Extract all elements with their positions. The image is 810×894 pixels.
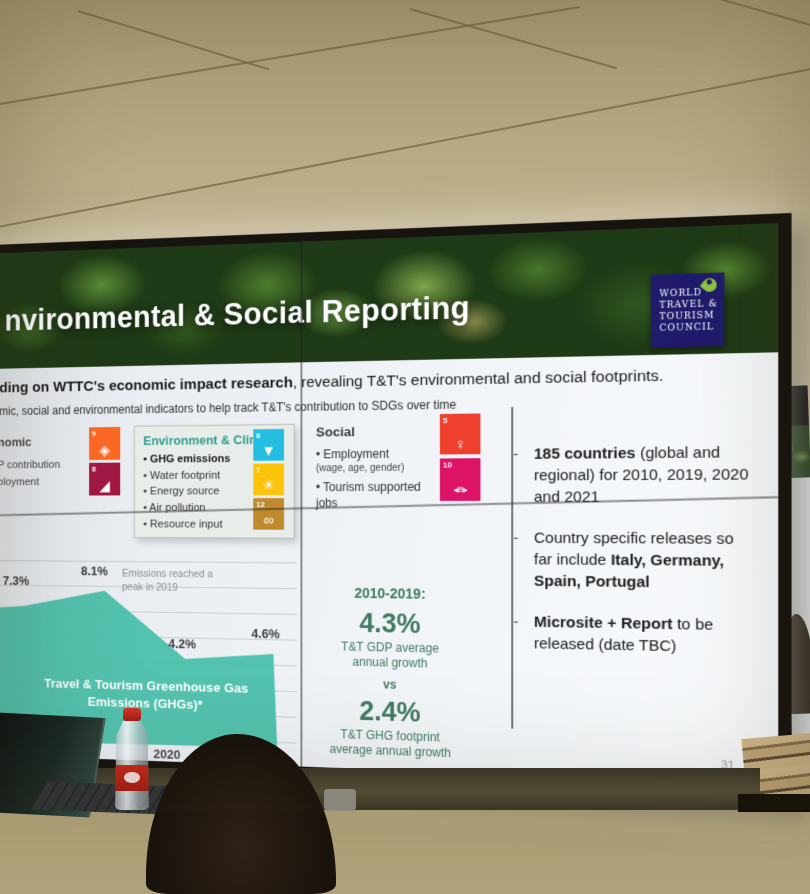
data-label: 7.3%: [2, 573, 30, 588]
x-axis-label: 2020: [153, 746, 181, 763]
ceiling-grid-line: [0, 63, 810, 230]
wttc-logo: WORLD TRAVEL & TOURISM COUNCIL: [650, 272, 725, 348]
ghg-area-chart: [0, 589, 278, 751]
bullet-dash: -: [513, 529, 519, 547]
sdg5-gender-equality-icon: 5 ♀: [439, 413, 481, 455]
stat-value: 2.4%: [359, 695, 421, 728]
bottle-cap: [123, 708, 141, 721]
data-label: 4.6%: [251, 626, 280, 642]
bottle-label: [115, 765, 149, 791]
bullet-dash: -: [513, 445, 519, 464]
presentation-screen: nvironmental & Social Reporting WORLD TR…: [0, 212, 792, 803]
stat-value: 4.3%: [359, 607, 421, 640]
ceiling-grid-line: [0, 5, 580, 107]
ceiling-grid-line: [705, 0, 810, 43]
social-heading: Social: [315, 424, 355, 440]
ceiling-grid-line: [77, 10, 270, 71]
wttc-logo-text: WORLD TRAVEL & TOURISM COUNCIL: [659, 287, 718, 335]
key-points-list: - 185 countries (global and regional) fo…: [513, 441, 756, 679]
area-series-shape: [0, 589, 278, 751]
social-item-detail: (wage, age, gender): [315, 462, 405, 475]
growth-stats: 2010-2019: 4.3% T&T GDP average annual g…: [306, 584, 475, 769]
social-column: Social Employment (wage, age, gender) To…: [316, 423, 435, 511]
data-label: 4.2%: [168, 636, 197, 652]
stat-label: T&T GDP average annual growth: [341, 639, 439, 671]
video-wall-seam-vertical: [300, 241, 303, 767]
shadow-strip: [738, 794, 810, 812]
stat-label: T&T GHG footprint average annual growth: [329, 727, 452, 761]
social-item: Employment: [316, 445, 435, 462]
stats-period: 2010-2019:: [354, 584, 426, 602]
bottle-body: [115, 721, 149, 810]
data-label: 8.1%: [80, 563, 108, 579]
chair-edge: [324, 789, 356, 811]
chart-annotation: Emissions reached a peak in 2019: [122, 567, 213, 594]
stats-vs: vs: [383, 677, 397, 692]
sdg10-reduced-inequalities-icon: 10 ◂≡▸: [439, 458, 481, 501]
list-item: - Microsite + Report to be released (dat…: [513, 611, 756, 659]
bullet-dash: -: [513, 613, 519, 631]
list-item: - Country specific releases so far inclu…: [513, 527, 756, 594]
water-bottle: [112, 708, 152, 810]
